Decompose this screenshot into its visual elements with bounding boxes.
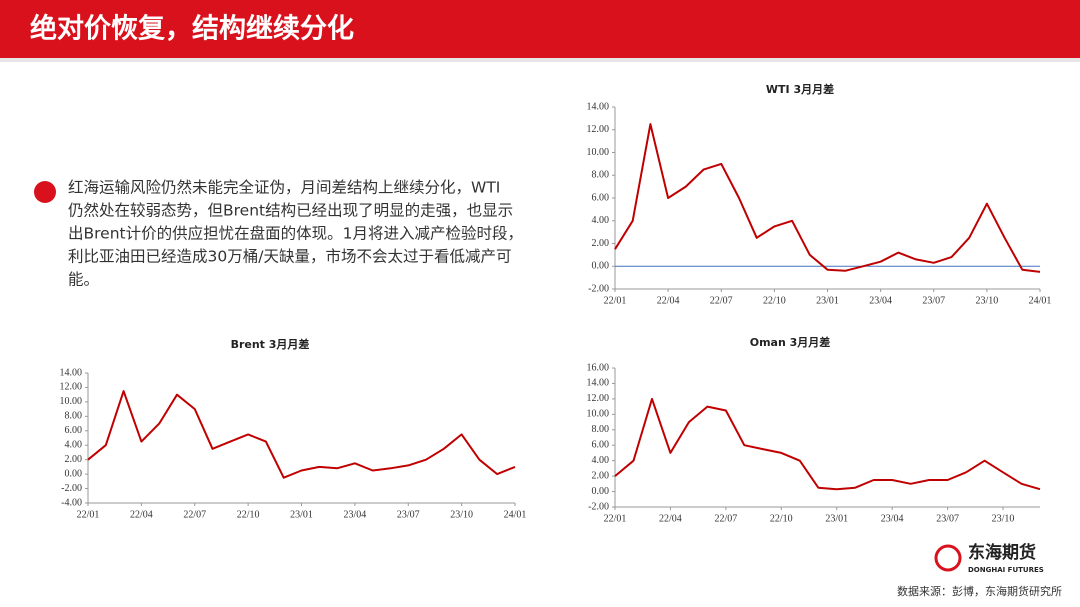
x-tick-label: 24/01 bbox=[504, 509, 527, 520]
chart-title: Brent 3月月差 bbox=[231, 337, 310, 351]
y-tick-label: 14.00 bbox=[587, 101, 610, 112]
y-tick-label: 12.00 bbox=[587, 124, 610, 135]
chart: Brent 3月月差 -4.00 -2.00 0.00 2.00 4.00 6.00 8.00… bbox=[60, 337, 527, 520]
chart: Oman 3月月差 -2.00 0.00 2.00 4.00 6.00 8.00 10.00 1… bbox=[587, 335, 1041, 524]
y-tick-label: 14.00 bbox=[60, 367, 83, 378]
y-tick-label: 0.00 bbox=[592, 486, 610, 497]
x-tick-label: 23/07 bbox=[936, 513, 959, 524]
x-tick-label: 22/10 bbox=[237, 509, 260, 520]
x-tick-label: 23/10 bbox=[992, 513, 1015, 524]
y-tick-label: 0.00 bbox=[592, 261, 610, 272]
x-tick-label: 23/04 bbox=[343, 509, 366, 520]
x-tick-label: 23/07 bbox=[922, 295, 945, 306]
x-tick-label: 23/10 bbox=[975, 295, 998, 306]
y-tick-label: 4.00 bbox=[65, 440, 83, 451]
x-tick-label: 23/10 bbox=[450, 509, 473, 520]
y-tick-label: 2.00 bbox=[592, 238, 610, 249]
x-tick-label: 22/10 bbox=[770, 513, 793, 524]
y-tick-label: 12.00 bbox=[60, 382, 83, 393]
y-tick-label: 0.00 bbox=[65, 468, 83, 479]
header-bar bbox=[0, 0, 1080, 58]
y-tick-label: 14.00 bbox=[587, 378, 610, 389]
x-tick-label: 23/01 bbox=[290, 509, 313, 520]
body-line: 利比亚油田已经造成30万桶/天缺量，市场不会太过于看低减产可 bbox=[68, 248, 511, 266]
y-tick-label: 10.00 bbox=[587, 409, 610, 420]
logo-mark bbox=[934, 544, 962, 572]
y-tick-label: 2.00 bbox=[592, 470, 610, 481]
chart: WTI 3月月差 -2.00 0.00 2.00 4.00 6.00 8.00 10.00 12… bbox=[587, 82, 1052, 306]
x-tick-label: 23/04 bbox=[869, 295, 892, 306]
y-tick-label: -2.00 bbox=[588, 283, 609, 294]
y-tick-label: 4.00 bbox=[592, 215, 610, 226]
logo: 东海期货 DONGHAI FUTURES bbox=[934, 542, 1044, 574]
x-tick-label: 22/07 bbox=[714, 513, 737, 524]
y-tick-label: 8.00 bbox=[65, 411, 83, 422]
x-tick-label: 24/01 bbox=[1029, 295, 1052, 306]
y-tick-label: -2.00 bbox=[588, 501, 609, 512]
slide-title: 绝对价恢复，结构继续分化 bbox=[30, 13, 354, 45]
x-tick-label: 23/01 bbox=[816, 295, 839, 306]
body-line: 能。 bbox=[68, 271, 99, 289]
body-line: 出Brent计价的供应担忧在盘面的体现。1月将进入减产检验时段， bbox=[68, 224, 523, 243]
y-tick-label: -4.00 bbox=[61, 497, 82, 508]
y-tick-label: 10.00 bbox=[60, 396, 83, 407]
source: 数据来源：彭博，东海期货研究所 bbox=[897, 584, 1062, 598]
x-tick-label: 22/01 bbox=[604, 295, 627, 306]
y-tick-label: 6.00 bbox=[592, 440, 610, 451]
y-tick-label: 10.00 bbox=[587, 147, 610, 158]
y-tick-label: 6.00 bbox=[592, 192, 610, 203]
y-tick-label: 8.00 bbox=[592, 424, 610, 435]
body-line: 红海运输风险仍然未能完全证伪，月间差结构上继续分化，WTI bbox=[68, 179, 500, 197]
chart-title: Oman 3月月差 bbox=[750, 335, 831, 349]
data-line bbox=[87, 390, 516, 479]
x-tick-label: 22/01 bbox=[77, 509, 100, 520]
x-tick-label: 22/07 bbox=[710, 295, 733, 306]
y-tick-label: 6.00 bbox=[65, 425, 83, 436]
x-tick-label: 22/04 bbox=[657, 295, 680, 306]
y-tick-label: -2.00 bbox=[61, 483, 82, 494]
data-line bbox=[614, 123, 1041, 273]
x-tick-label: 23/01 bbox=[825, 513, 848, 524]
logo-en: DONGHAI FUTURES bbox=[968, 566, 1044, 574]
y-tick-label: 12.00 bbox=[587, 393, 610, 404]
y-tick-label: 8.00 bbox=[592, 170, 610, 181]
x-tick-label: 23/07 bbox=[397, 509, 420, 520]
logo-cn: 东海期货 bbox=[968, 542, 1036, 563]
x-tick-label: 22/07 bbox=[183, 509, 206, 520]
y-tick-label: 16.00 bbox=[587, 362, 610, 373]
x-tick-label: 22/10 bbox=[763, 295, 786, 306]
body-line: 仍然处在较弱态势，但Brent结构已经出现了明显的走强，也显示 bbox=[68, 202, 513, 220]
chart-title: WTI 3月月差 bbox=[766, 82, 834, 96]
x-tick-label: 22/01 bbox=[604, 513, 627, 524]
x-tick-label: 23/04 bbox=[881, 513, 904, 524]
y-tick-label: 2.00 bbox=[65, 454, 83, 465]
x-tick-label: 22/04 bbox=[130, 509, 153, 520]
y-tick-label: 4.00 bbox=[592, 455, 610, 466]
data-line bbox=[614, 397, 1041, 491]
bullet bbox=[34, 181, 56, 203]
x-tick-label: 22/04 bbox=[659, 513, 682, 524]
header-shadow bbox=[0, 58, 1080, 62]
